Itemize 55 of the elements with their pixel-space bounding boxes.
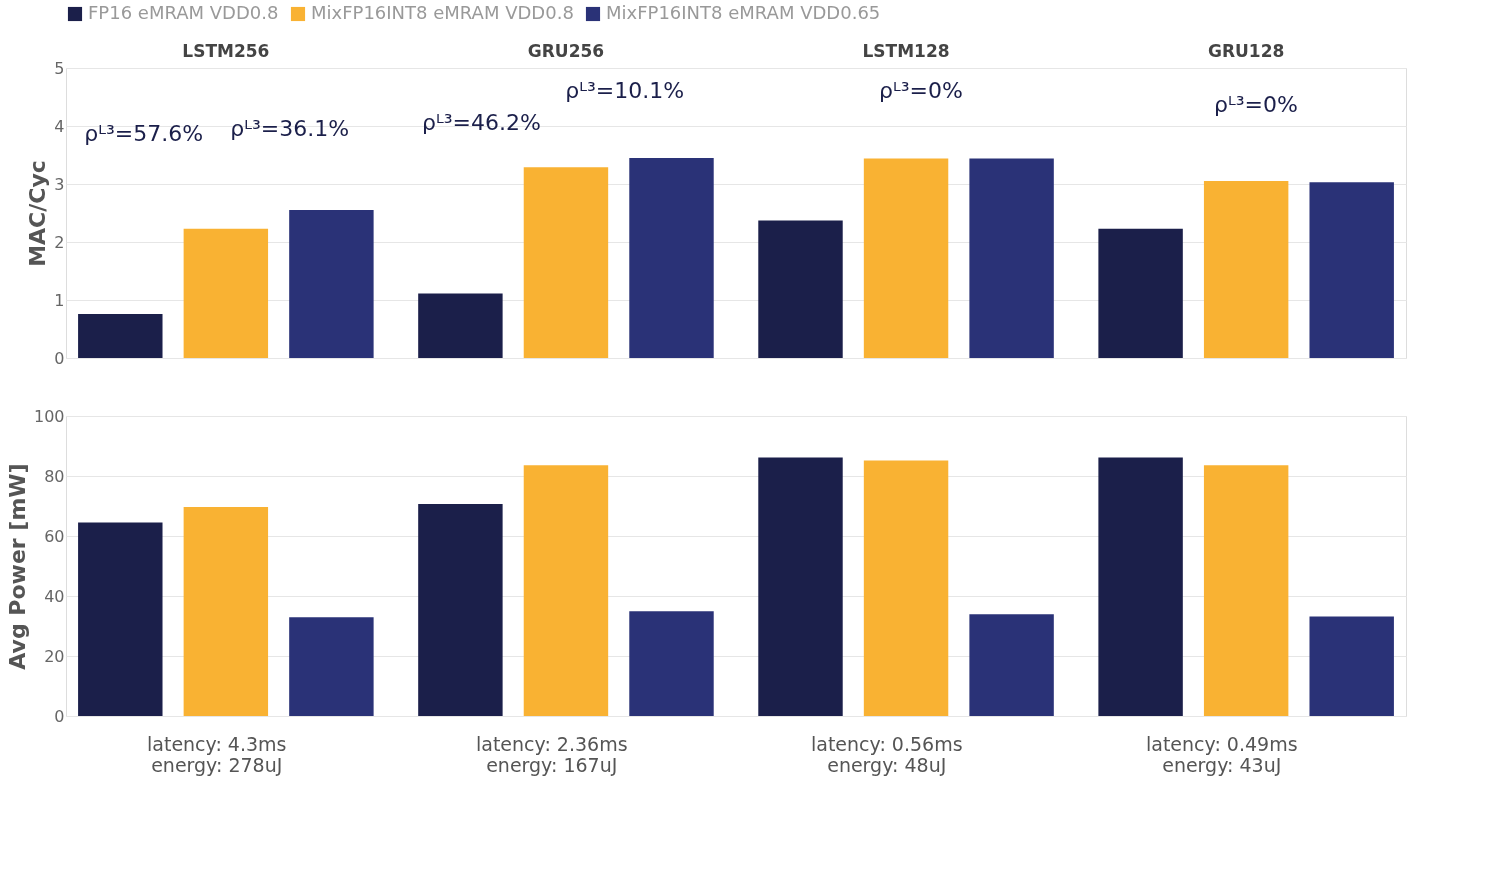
legend-label: MixFP16INT8 eMRAM VDD0.8 [311, 2, 574, 23]
y-tick-label: 60 [44, 526, 65, 546]
y-tick-label: 80 [44, 466, 65, 486]
text: latency: 0.56ms energy: 48uJ [810, 733, 963, 776]
bar [78, 313, 163, 358]
y-tick-label: 3 [54, 174, 65, 194]
y-tick-label: 1 [54, 290, 65, 310]
bar [523, 465, 609, 716]
annotation: ρᴸ³=46.2% [421, 109, 541, 135]
bar [183, 228, 269, 358]
bar [1309, 182, 1394, 358]
y-tick-label: 0 [54, 706, 65, 726]
x-tick-label: GRU256 [527, 40, 605, 61]
y-axis-title: Avg Power [mW] [4, 463, 30, 670]
bar [523, 167, 609, 358]
annotation: ρᴸ³=0% [879, 77, 963, 103]
y-tick-label: 40 [44, 586, 65, 606]
x-tick-label: LSTM128 [862, 40, 950, 61]
annotation: ρᴸ³=36.1% [230, 115, 350, 141]
y-tick-label: 5 [54, 58, 65, 78]
bar [1309, 616, 1394, 716]
bar [969, 614, 1054, 716]
bar [1203, 181, 1289, 358]
bar [289, 210, 374, 358]
bar [1203, 465, 1289, 716]
y-axis-title: MAC/Cyc [25, 160, 51, 267]
y-tick-label: 0 [54, 348, 65, 368]
text: latency: 0.49ms energy: 43uJ [1145, 733, 1298, 776]
x-tick-label: GRU128 [1207, 40, 1285, 61]
legend-label: MixFP16INT8 eMRAM VDD0.65 [606, 2, 881, 23]
bar [629, 611, 714, 716]
y-tick-label: 4 [54, 116, 65, 136]
bar [78, 522, 163, 716]
text: latency: 4.3ms energy: 278uJ [147, 733, 287, 776]
bar [629, 157, 714, 358]
bar [418, 293, 503, 358]
bar [1098, 457, 1183, 716]
bar [758, 220, 843, 358]
text: latency: 2.36ms energy: 167uJ [475, 733, 628, 776]
annotation: ρᴸ³=10.1% [565, 77, 685, 103]
bar [289, 617, 374, 716]
annotation: ρᴸ³=0% [1214, 92, 1298, 118]
bar [863, 158, 949, 358]
y-tick-label: 100 [33, 406, 65, 426]
x-tick-label: LSTM256 [182, 40, 270, 61]
legend-label: FP16 eMRAM VDD0.8 [88, 2, 279, 23]
y-tick-label: 2 [54, 232, 65, 252]
annotation: ρᴸ³=57.6% [84, 121, 204, 147]
bar [418, 503, 503, 716]
bar [183, 506, 269, 716]
bar [969, 158, 1054, 358]
y-tick-label: 20 [44, 646, 65, 666]
bar [758, 457, 843, 716]
bar [863, 460, 949, 716]
bar [1098, 228, 1183, 358]
